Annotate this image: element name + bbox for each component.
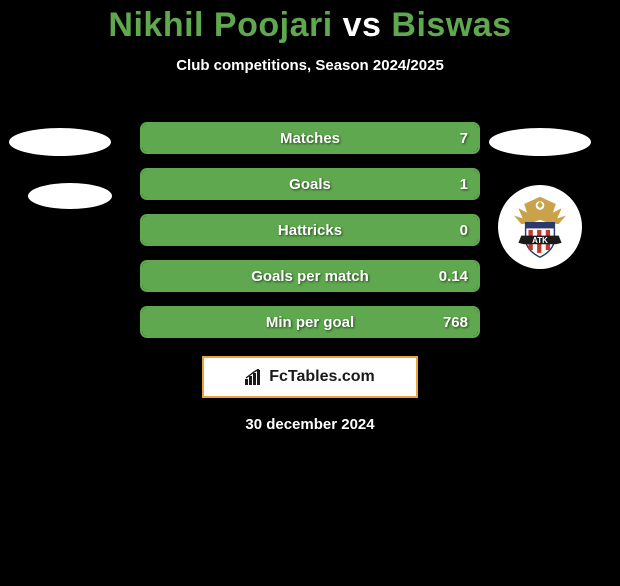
- stat-row: Min per goal 768: [140, 306, 480, 338]
- stat-label: Goals: [289, 176, 331, 193]
- title-vs: vs: [343, 6, 382, 44]
- date-text: 30 december 2024: [0, 416, 620, 433]
- title-player2: Biswas: [391, 6, 511, 44]
- left-player-badge-1: [9, 128, 111, 156]
- subtitle: Club competitions, Season 2024/2025: [0, 57, 620, 74]
- title-player1: Nikhil Poojari: [108, 6, 332, 44]
- right-player-badge: [489, 128, 591, 156]
- club-crest-icon: ATK: [504, 191, 576, 263]
- stat-row: Goals per match 0.14: [140, 260, 480, 292]
- brand-text: FcTables.com: [269, 368, 375, 386]
- right-club-crest: ATK: [498, 185, 582, 269]
- stat-label: Hattricks: [278, 222, 342, 239]
- stat-row: Matches 7: [140, 122, 480, 154]
- stat-value: 0: [460, 222, 468, 239]
- stat-label: Matches: [280, 130, 340, 147]
- stat-value: 0.14: [439, 268, 468, 285]
- bars-icon: [245, 369, 265, 385]
- stat-row: Goals 1: [140, 168, 480, 200]
- left-player-badge-2: [28, 183, 112, 209]
- brand-box: FcTables.com: [202, 356, 418, 398]
- stat-value: 7: [460, 130, 468, 147]
- stat-value: 768: [443, 314, 468, 331]
- stat-label: Goals per match: [251, 268, 369, 285]
- page-title: Nikhil Poojari vs Biswas: [0, 6, 620, 45]
- stat-row: Hattricks 0: [140, 214, 480, 246]
- stat-value: 1: [460, 176, 468, 193]
- stat-label: Min per goal: [266, 314, 354, 331]
- crest-banner-text: ATK: [532, 236, 548, 245]
